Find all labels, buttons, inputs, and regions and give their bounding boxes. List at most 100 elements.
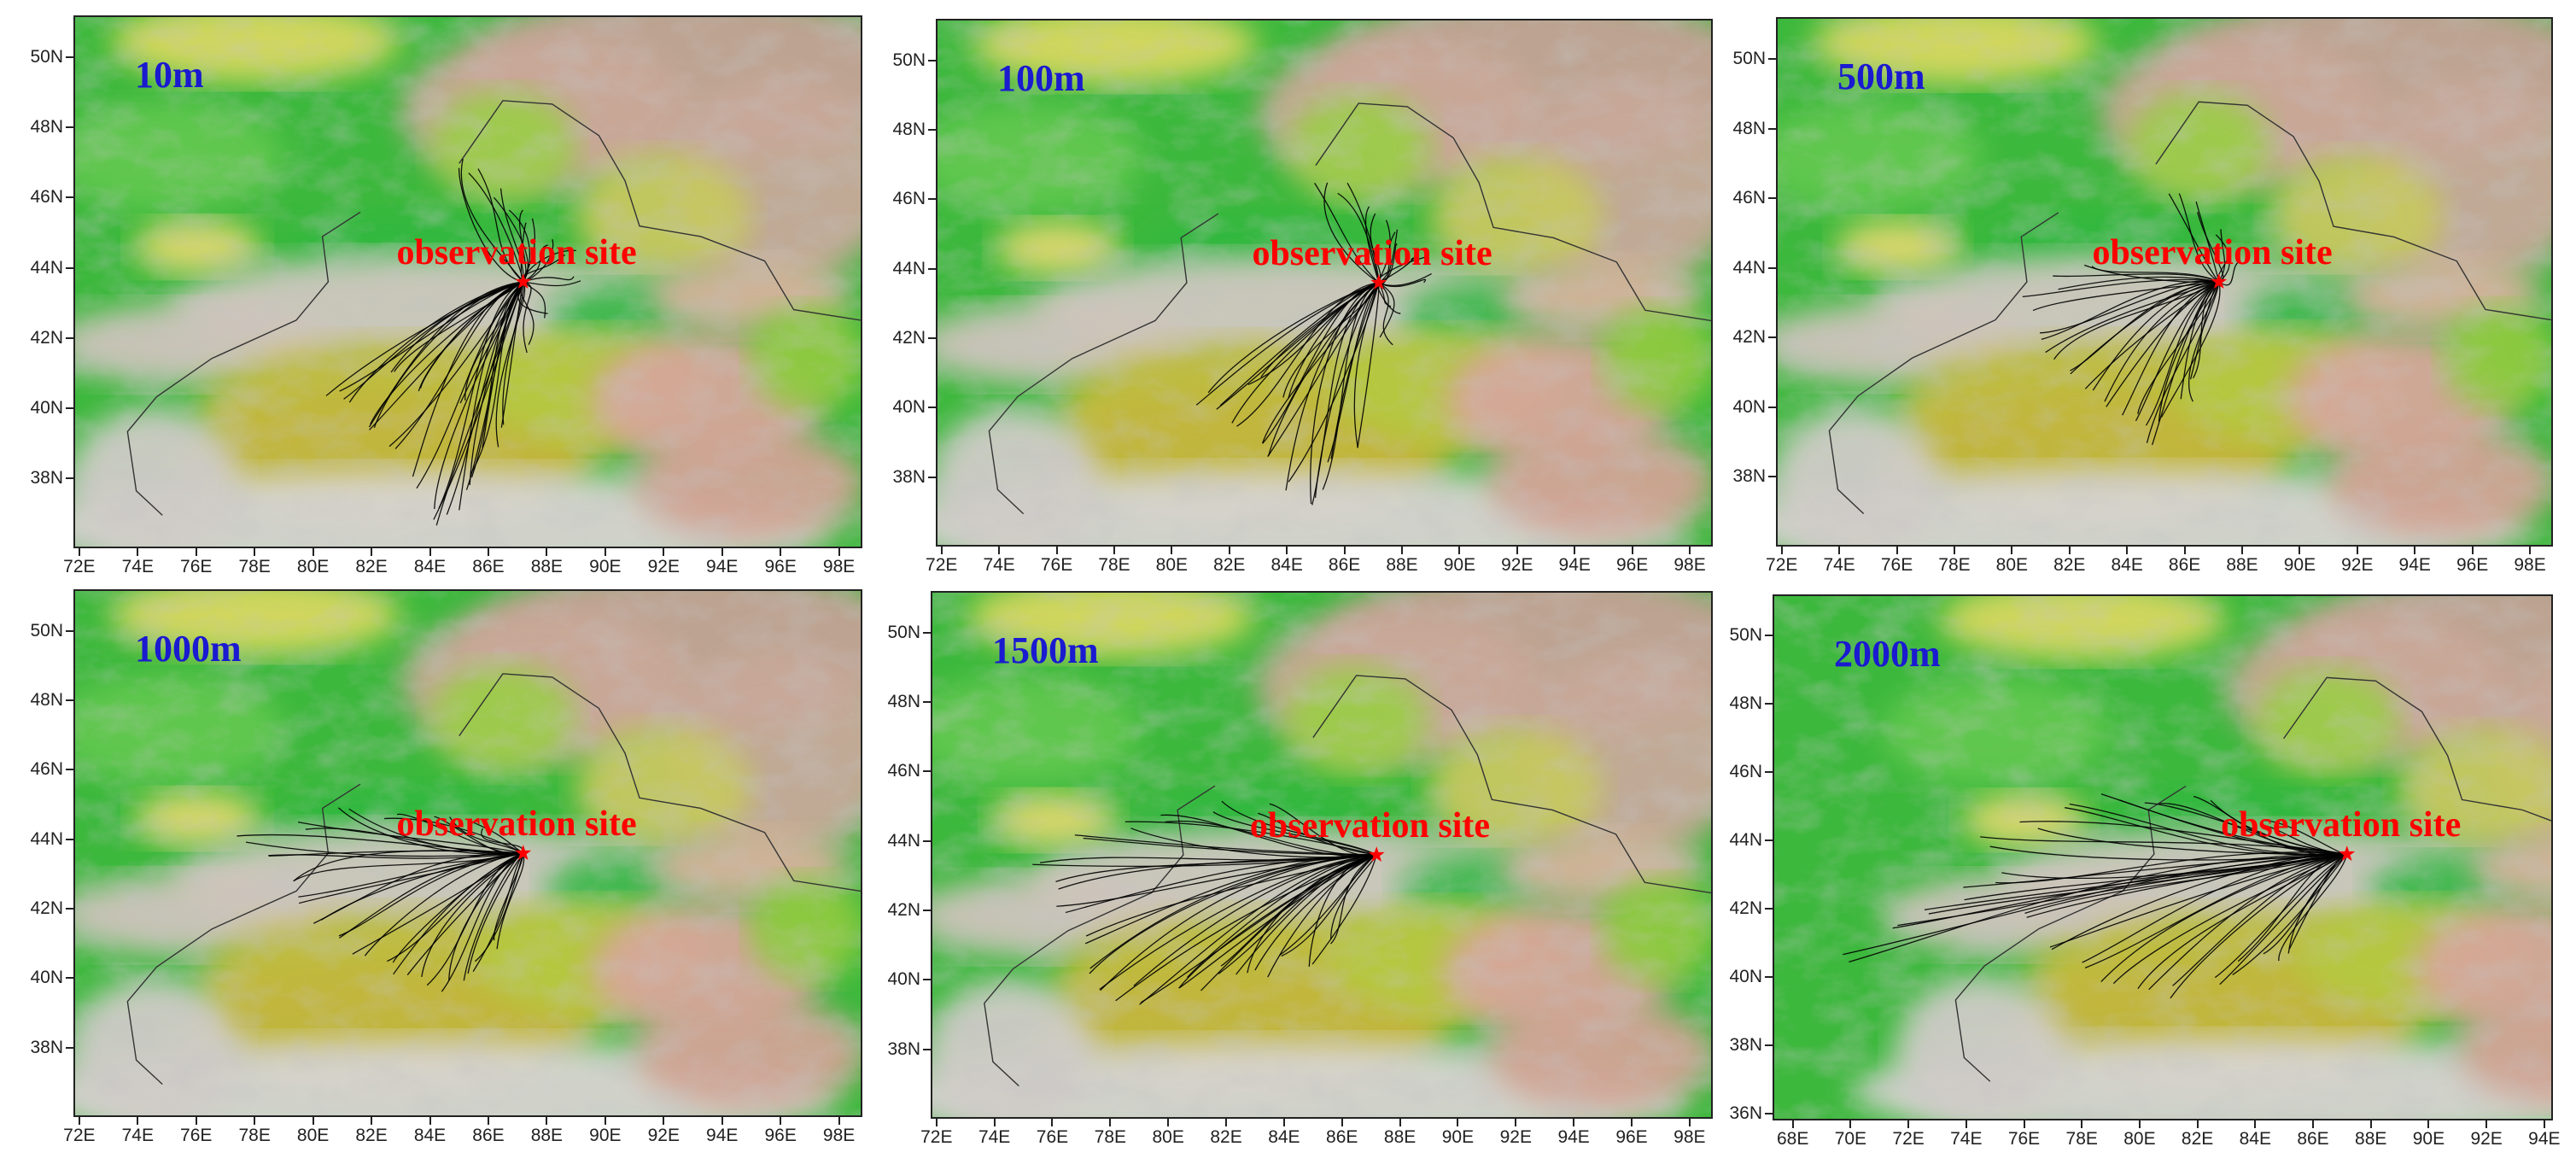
x-tick-label: 72E <box>920 1127 953 1147</box>
terrain-relief <box>932 593 1711 1117</box>
y-tick-label: 44N <box>892 258 926 278</box>
trajectory-line <box>2069 803 2347 856</box>
x-tick-label: 94E <box>2398 555 2431 575</box>
x-tick-label: 74E <box>1950 1129 1983 1149</box>
x-tick-label: 90E <box>2412 1129 2445 1149</box>
trajectory-line <box>2092 281 2219 391</box>
y-tick-mark <box>66 977 73 980</box>
x-tick-mark <box>254 548 256 556</box>
trajectory-line <box>348 808 523 854</box>
trajectory-line <box>339 281 523 392</box>
x-tick-mark <box>137 1117 139 1125</box>
border-line-east <box>459 100 861 321</box>
x-tick-label: 82E <box>1210 1127 1242 1147</box>
y-tick-mark <box>928 129 936 132</box>
x-tick-mark <box>721 1117 723 1125</box>
x-tick-label: 90E <box>2283 555 2316 575</box>
y-tick-label: 40N <box>1732 396 1766 417</box>
x-tick-label: 92E <box>2470 1129 2503 1149</box>
border-line-east <box>2283 676 2551 822</box>
trajectory-line <box>1281 854 1377 957</box>
y-tick-label: 38N <box>1729 1035 1762 1055</box>
x-tick-label: 90E <box>1443 555 1476 575</box>
trajectory-line <box>2170 853 2347 999</box>
y-tick-label: 48N <box>892 120 926 140</box>
map-panel-10m: 10m observation site 72E 74E 76E 78E 80E 82E 84E… <box>30 15 862 582</box>
trajectory-line <box>2148 853 2347 991</box>
trajectory-line <box>1322 282 1380 490</box>
terrain-map: 2000m observation site <box>1773 594 2553 1120</box>
y-tick-mark <box>66 1046 73 1049</box>
y-tick-label: 50N <box>887 622 920 642</box>
x-tick-label: 74E <box>983 555 1015 575</box>
x-tick-label: 78E <box>1098 555 1130 575</box>
y-tick-mark <box>1768 406 1776 408</box>
y-tick-mark <box>1768 57 1776 60</box>
x-tick-label: 72E <box>1766 555 1798 575</box>
x-tick-mark <box>2485 1120 2488 1128</box>
y-tick-label: 40N <box>30 968 63 988</box>
x-tick-mark <box>1282 1119 1285 1126</box>
trajectory-line <box>305 828 523 855</box>
x-tick-label: 86E <box>472 557 505 576</box>
observation-site-star-icon <box>1368 846 1385 863</box>
y-tick-mark <box>928 198 936 201</box>
trajectory-line <box>2084 853 2347 968</box>
height-label: 10m <box>135 54 204 96</box>
trajectory-line <box>394 281 524 372</box>
trajectory-line <box>494 852 524 941</box>
terrain-map: 1000m observation site <box>73 589 862 1117</box>
x-tick-mark <box>1574 547 1576 554</box>
x-tick-label: 84E <box>1270 555 1303 575</box>
x-tick-label: 88E <box>530 1126 564 1145</box>
x-tick-mark <box>546 1117 548 1125</box>
y-tick-mark <box>66 838 73 840</box>
y-tick-mark <box>1768 336 1776 339</box>
trajectory-line <box>1311 854 1377 965</box>
x-tick-mark <box>1907 1120 1910 1128</box>
trajectory-line <box>2145 281 2220 426</box>
trajectory-line <box>1279 854 1377 956</box>
hillshade-overlay <box>938 20 1711 545</box>
trajectory-line <box>482 281 524 448</box>
trajectory-line <box>2122 281 2219 416</box>
y-tick-label: 44N <box>1732 257 1766 278</box>
x-tick-mark <box>1895 547 1898 554</box>
trajectory-line <box>523 280 581 287</box>
trajectory-line <box>470 281 524 478</box>
trajectory-line <box>2237 853 2347 962</box>
trajectory-line <box>383 817 524 854</box>
y-tick-mark <box>1765 771 1773 773</box>
x-tick-mark <box>1171 547 1173 554</box>
trajectory-bundle <box>325 158 581 526</box>
x-tick-mark <box>1516 547 1518 554</box>
y-tick-label: 38N <box>30 1037 63 1057</box>
x-tick-label: 88E <box>1383 1127 1417 1147</box>
height-label: 2000m <box>1834 633 1941 675</box>
x-tick-mark <box>1849 1120 1852 1128</box>
trajectory-line <box>2082 853 2347 963</box>
y-tick-mark <box>923 910 931 912</box>
x-tick-label: 72E <box>63 557 96 576</box>
x-tick-mark <box>998 547 1001 554</box>
trajectory-line <box>421 852 524 978</box>
y-tick-mark <box>1765 839 1773 841</box>
trajectory-line <box>434 816 523 856</box>
x-tick-label: 88E <box>1386 555 1418 575</box>
x-tick-mark <box>2254 1120 2257 1128</box>
x-tick-label: 88E <box>2226 555 2258 575</box>
y-tick-mark <box>1768 197 1776 200</box>
x-tick-label: 98E <box>822 557 856 576</box>
observation-site-label: observation site <box>2221 805 2462 845</box>
trajectory-line <box>441 852 524 992</box>
trajectory-line <box>1124 821 1377 856</box>
observation-site-label: observation site <box>396 233 637 272</box>
x-tick-label: 76E <box>1040 555 1073 575</box>
x-tick-mark <box>546 548 548 556</box>
x-tick-mark <box>838 548 840 556</box>
trajectory-line <box>2263 853 2348 955</box>
height-label: 1500m <box>992 629 1099 671</box>
trajectory-line <box>418 281 523 392</box>
trajectory-line <box>1282 282 1380 398</box>
trajectory-line <box>472 852 524 972</box>
